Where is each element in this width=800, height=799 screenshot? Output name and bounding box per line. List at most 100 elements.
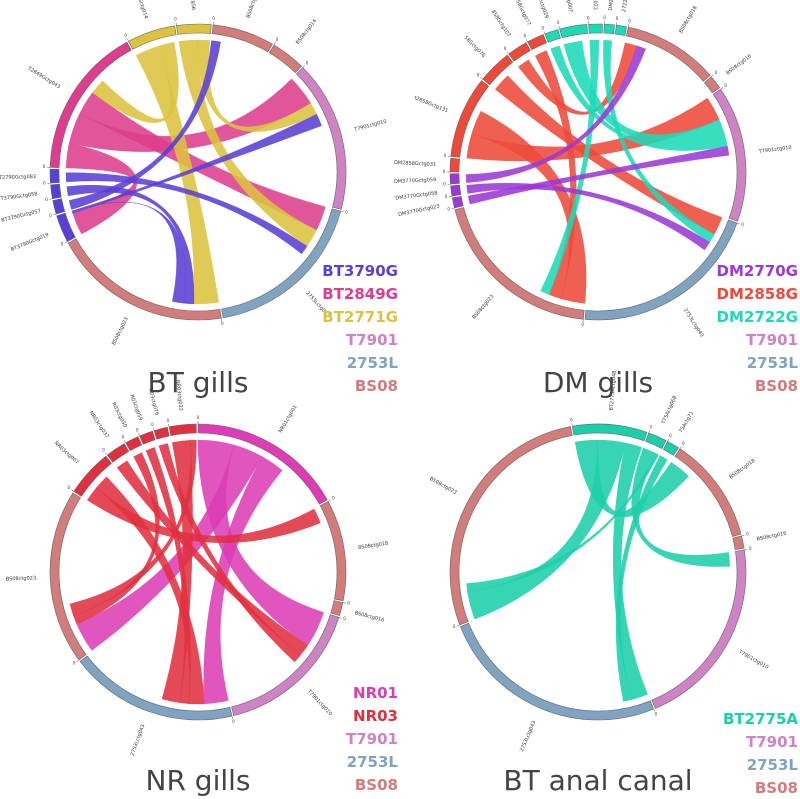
- segment-label: T7901ctg010: [737, 649, 770, 671]
- tick-label: 0: [724, 83, 727, 88]
- segment-label: BS08ctg018: [678, 5, 699, 34]
- segment-label: T3790Gctg058: [0, 191, 38, 202]
- segment-tick: [327, 499, 331, 502]
- tick-label: 0: [443, 182, 446, 187]
- panel-title: BT gills: [148, 366, 249, 399]
- tick-label: 0: [749, 546, 752, 551]
- tick-label: 0: [443, 169, 446, 174]
- segment-label: DM2858Gctg031: [394, 160, 436, 168]
- segment-label: t2858Gctg131: [413, 95, 449, 114]
- segment-label: BS08ctg023: [428, 476, 457, 496]
- segment-label: R03ctg059: [128, 394, 143, 422]
- segment-tick: [711, 74, 714, 77]
- segment-arc: [125, 436, 143, 452]
- segment-tick: [338, 617, 342, 619]
- legend-entry: 2753L: [347, 354, 399, 372]
- segment-arc: [584, 219, 738, 321]
- segment-label: NR03ctg037: [88, 410, 110, 439]
- chord-ribbon: [466, 183, 710, 251]
- legend-entry: BT2849G: [322, 285, 398, 303]
- tick-label: 0: [444, 153, 447, 158]
- segment-label: BS08ctg018: [358, 541, 389, 551]
- tick-label: 0: [682, 441, 685, 446]
- segment-label: T75Actg068: [660, 395, 678, 426]
- tick-label: 0: [581, 322, 584, 327]
- chord-ribbon: [603, 39, 715, 243]
- tick-label: 0: [61, 241, 64, 246]
- legend-entry: BT2771G: [322, 308, 398, 326]
- tick-label: 0: [557, 20, 560, 25]
- segment-label: BS08ctg016: [725, 53, 753, 76]
- tick-label: 0: [174, 17, 177, 22]
- segment-label: NR03ctg022: [174, 380, 183, 411]
- tick-label: 0: [49, 213, 52, 218]
- segment-label: 2753Lctg043: [519, 720, 537, 753]
- legend-entry: T7901: [746, 331, 798, 349]
- chord-ribbon: [615, 455, 668, 702]
- tick-label: 0: [715, 70, 718, 75]
- segment-arc: [49, 168, 60, 184]
- segment-label: R03ctg030: [110, 402, 128, 429]
- segment-arc: [67, 238, 222, 321]
- segment-label: DM2722Gctg007: [560, 0, 573, 13]
- chord-ribbon: [71, 114, 322, 214]
- segment-label: BT2775Actg048: [609, 370, 618, 410]
- tick-label: 0: [746, 531, 749, 536]
- chord-ribbon: [96, 476, 205, 705]
- tick-label: 0: [45, 197, 48, 202]
- segment-tick: [628, 24, 630, 28]
- legend-entry: BT3790G: [322, 262, 398, 280]
- segment-label: BT3790Gctg019: [10, 232, 50, 253]
- segment-arc: [603, 23, 615, 35]
- segment-label: 75Actg71: [678, 410, 695, 434]
- tick-label: 0: [347, 601, 350, 606]
- legend-entry: BS08: [355, 377, 398, 395]
- tick-label: 0: [167, 418, 170, 423]
- legend-entry: T7901: [346, 331, 398, 349]
- tick-label: 0: [504, 46, 507, 51]
- segment-tick: [342, 602, 346, 604]
- segment-tick: [653, 709, 655, 713]
- segment-tick: [506, 51, 509, 55]
- segment-label: NR01ctg001: [278, 404, 299, 434]
- tick-label: 0: [124, 33, 127, 38]
- chord-ribbon: [158, 443, 301, 663]
- segment-arc: [168, 423, 197, 437]
- tick-label: 0: [603, 15, 606, 20]
- segment-tick: [480, 77, 483, 80]
- chord-ribbon: [66, 185, 195, 305]
- segment-label: BS08ctg016: [354, 610, 385, 623]
- segment-tick: [741, 534, 745, 537]
- segment-label: T7901ctg010: [353, 119, 388, 134]
- segment-arc: [449, 173, 460, 185]
- legend-entry: T7901: [346, 730, 398, 748]
- segment-arc: [128, 25, 177, 50]
- segment-arc: [508, 42, 531, 62]
- segment-arc: [703, 76, 721, 94]
- tick-label: 0: [332, 496, 335, 501]
- segment-tick: [49, 198, 53, 200]
- segment-arc: [674, 448, 742, 537]
- segment-arc: [451, 195, 464, 209]
- legend-entry: 2753L: [347, 753, 399, 771]
- segment-label: BS08ctg018: [728, 458, 756, 481]
- legend-entry: DM2770G: [717, 262, 798, 280]
- tick-label: 0: [523, 34, 526, 39]
- chord-ribbon: [197, 39, 317, 132]
- segment-tick: [571, 423, 573, 427]
- segment-arc: [712, 88, 747, 222]
- segment-label: T7901ctg010: [305, 688, 333, 717]
- segment-arc: [559, 24, 588, 39]
- segment-tick: [451, 207, 455, 209]
- segment-label: BS08ctg014: [295, 18, 318, 46]
- tick-label: 0: [570, 417, 573, 422]
- tick-label: 0: [541, 25, 544, 30]
- segment-label: T1Gctg56: [189, 0, 196, 10]
- segment-label: BS08ctg023: [6, 575, 37, 582]
- segment-arc: [231, 614, 340, 716]
- tick-label: 0: [43, 181, 46, 186]
- segment-arc: [268, 44, 302, 74]
- segment-label: DM2722Gctg022: [591, 0, 598, 10]
- tick-label: 0: [445, 194, 448, 199]
- segment-label: 58Gctg076: [463, 35, 487, 59]
